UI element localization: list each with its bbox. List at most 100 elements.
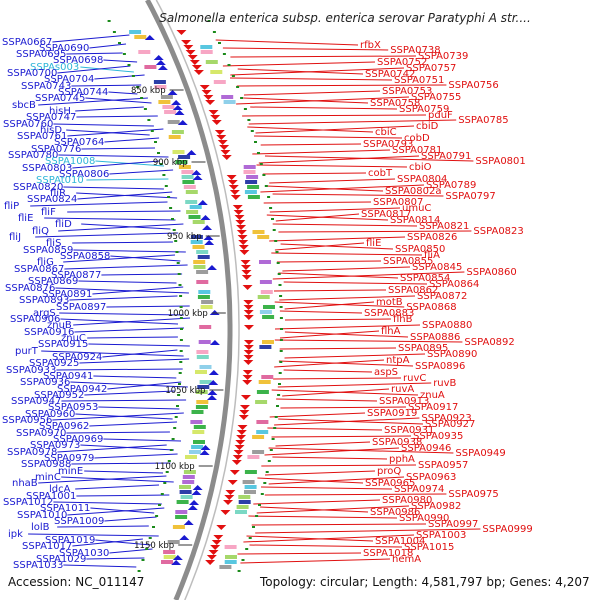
right-feature-label: SSPA0804 bbox=[397, 174, 447, 185]
tick-dot bbox=[169, 207, 173, 209]
left-connector bbox=[93, 375, 177, 379]
cog-block bbox=[190, 420, 203, 424]
right-feature-label: SSPA0957 bbox=[418, 460, 468, 471]
right-connector bbox=[283, 369, 373, 373]
tick-dot bbox=[267, 196, 271, 198]
forward-gene-arrow bbox=[225, 490, 236, 495]
cog-block bbox=[247, 185, 260, 189]
tick-dot bbox=[279, 295, 283, 297]
cog-block bbox=[263, 305, 275, 309]
left-feature-label: SSPA1012 bbox=[3, 497, 53, 508]
right-feature-label: SSPA0892 bbox=[464, 337, 514, 348]
tick-dot bbox=[176, 262, 180, 264]
left-connector bbox=[57, 65, 131, 74]
forward-gene-arrow bbox=[226, 175, 237, 180]
left-feature-label: minE bbox=[58, 466, 83, 477]
cog-block bbox=[224, 560, 237, 564]
right-feature-label: umuC bbox=[402, 203, 431, 214]
cog-block bbox=[247, 455, 260, 459]
right-connector bbox=[264, 493, 447, 496]
right-connector bbox=[280, 243, 394, 250]
left-feature-label: SSPA0925 bbox=[29, 358, 79, 369]
right-feature-label: SSPA0751 bbox=[394, 75, 444, 86]
left-connector bbox=[63, 186, 164, 190]
left-feature-label: SSPA0747 bbox=[26, 112, 76, 123]
tick-dot bbox=[163, 482, 167, 484]
cog-block bbox=[200, 305, 213, 309]
right-feature-label: SSPA0868 bbox=[406, 302, 456, 313]
forward-gene-arrow bbox=[176, 30, 187, 35]
right-feature-label: SSPA0807 bbox=[373, 197, 423, 208]
forward-gene-arrow bbox=[241, 275, 252, 280]
left-connector bbox=[57, 444, 167, 453]
forward-gene-arrow bbox=[236, 430, 247, 435]
reverse-gene-arrow bbox=[200, 445, 211, 450]
genome-summary-text: Topology: circular; Length: 4,581,797 bp… bbox=[260, 575, 590, 589]
left-feature-label: SSPA0869 bbox=[28, 276, 78, 287]
left-connector bbox=[56, 368, 183, 371]
right-feature-label: SSPA0938 bbox=[372, 437, 422, 448]
right-connector bbox=[283, 281, 428, 285]
right-feature-label: cbiD bbox=[416, 121, 439, 132]
right-connector bbox=[272, 223, 418, 227]
cog-block bbox=[261, 375, 274, 379]
cog-block bbox=[160, 95, 173, 99]
right-feature-label: SSPA0785 bbox=[458, 115, 508, 126]
forward-gene-arrow bbox=[220, 150, 231, 155]
cog-block bbox=[153, 80, 166, 84]
tick-dot bbox=[164, 185, 168, 187]
cog-block bbox=[200, 45, 213, 49]
tick-dot bbox=[150, 130, 154, 132]
left-feature-label: minC bbox=[35, 472, 61, 483]
forward-gene-arrow bbox=[242, 285, 253, 290]
right-connector bbox=[262, 172, 367, 175]
left-feature-label: SSPA1001 bbox=[26, 491, 76, 502]
right-feature-label: SSPA0801 bbox=[475, 156, 525, 167]
tick-dot bbox=[165, 471, 169, 473]
cog-block bbox=[179, 490, 192, 494]
cog-block bbox=[224, 545, 237, 549]
tick-dot bbox=[140, 97, 144, 99]
left-connector bbox=[63, 254, 176, 263]
forward-gene-arrow bbox=[238, 415, 249, 420]
left-feature-label: fliJ bbox=[9, 232, 21, 243]
left-feature-label: SSPA0960 bbox=[25, 409, 75, 420]
tick-dot bbox=[169, 449, 173, 451]
tick-dot bbox=[179, 317, 183, 319]
right-feature-label: aspS bbox=[374, 367, 398, 378]
cog-block bbox=[210, 70, 223, 74]
left-feature-label: SSPA0695 bbox=[16, 49, 66, 60]
reverse-gene-arrow bbox=[209, 340, 220, 345]
cog-block bbox=[163, 555, 176, 559]
tick-dot bbox=[262, 174, 266, 176]
left-connector bbox=[98, 406, 180, 410]
reverse-gene-arrow bbox=[208, 380, 219, 385]
left-feature-label: hisD bbox=[40, 125, 62, 136]
tick-dot bbox=[180, 328, 183, 330]
right-connector bbox=[279, 310, 363, 314]
right-feature-label: SSPA0759 bbox=[399, 104, 449, 115]
right-feature-label: SSPA0855 bbox=[383, 256, 433, 267]
left-connector bbox=[89, 421, 178, 427]
left-feature-label: SSPA0806 bbox=[59, 169, 109, 180]
left-connector bbox=[90, 507, 155, 514]
left-connector bbox=[76, 494, 170, 497]
forward-gene-arrow bbox=[232, 455, 243, 460]
left-feature-label: SSPA0760 bbox=[3, 119, 53, 130]
right-connector bbox=[268, 476, 405, 485]
left-feature-label: SSPA0953 bbox=[48, 402, 98, 413]
cog-block bbox=[238, 500, 251, 504]
left-feature-label: SSPA0970 bbox=[16, 428, 66, 439]
left-connector bbox=[92, 286, 184, 295]
left-connector bbox=[69, 295, 178, 301]
forward-gene-arrow bbox=[231, 460, 242, 465]
cog-block bbox=[176, 500, 189, 504]
right-feature-label: SSPA0946 bbox=[401, 443, 451, 454]
right-connector bbox=[275, 441, 371, 447]
tick-dot bbox=[264, 185, 268, 187]
tick-dot bbox=[143, 108, 147, 110]
left-feature-label: SSPA0916 bbox=[24, 327, 74, 338]
left-connector bbox=[81, 223, 171, 230]
reverse-gene-arrow bbox=[177, 120, 188, 125]
